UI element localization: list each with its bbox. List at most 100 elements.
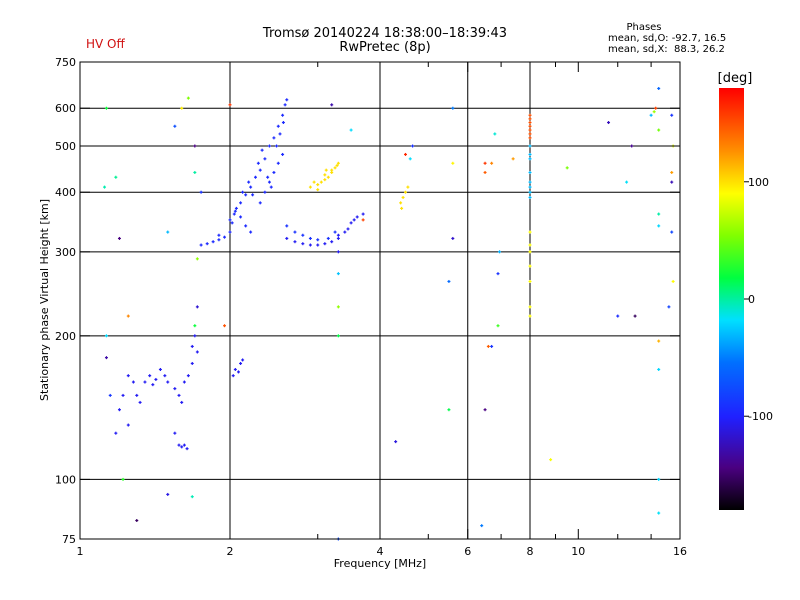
data-point — [272, 136, 276, 140]
data-point — [260, 148, 264, 152]
data-point — [180, 445, 184, 449]
data-point — [190, 344, 194, 348]
data-point — [180, 106, 184, 110]
data-point — [670, 230, 674, 234]
data-point — [670, 170, 674, 174]
data-point — [239, 201, 243, 205]
data-point — [400, 206, 404, 210]
data-point — [330, 240, 334, 244]
data-point — [323, 242, 327, 246]
y-tick-label: 500 — [55, 140, 76, 153]
data-point — [103, 185, 107, 189]
data-point — [281, 152, 285, 156]
data-point — [281, 113, 285, 117]
chart-title: Tromsø 20140224 18:38:00–18:39:43 — [262, 26, 508, 41]
y-tick-label: 300 — [55, 246, 76, 259]
data-point — [233, 209, 237, 213]
data-point — [336, 250, 340, 254]
colorbar-label: [deg] — [718, 71, 753, 86]
data-point — [333, 166, 337, 170]
data-point — [528, 305, 532, 309]
data-point — [241, 358, 245, 362]
data-point — [117, 236, 121, 240]
data-point — [511, 157, 515, 161]
data-point — [158, 367, 162, 371]
data-point — [308, 243, 312, 247]
data-point — [657, 511, 661, 515]
data-point — [451, 236, 455, 240]
data-point — [199, 190, 203, 194]
data-point — [223, 324, 227, 328]
data-point — [528, 117, 532, 121]
data-point — [138, 400, 142, 404]
data-point — [193, 170, 197, 174]
data-point — [326, 236, 330, 240]
chart-subtitle: RwPretec (8p) — [339, 40, 431, 55]
data-point — [528, 121, 532, 125]
data-point — [657, 367, 661, 371]
data-point — [258, 168, 262, 172]
data-point — [293, 240, 297, 244]
data-point — [528, 113, 532, 117]
data-point — [308, 185, 312, 189]
data-point — [649, 113, 653, 117]
data-point — [114, 175, 118, 179]
data-point — [528, 264, 532, 268]
data-point — [263, 190, 267, 194]
data-point — [173, 387, 177, 391]
data-point — [652, 110, 656, 114]
data-point — [528, 152, 532, 156]
data-point — [166, 230, 170, 234]
stats-heading: Phases — [626, 22, 662, 33]
data-point — [408, 157, 412, 161]
data-point — [228, 103, 232, 107]
data-point — [258, 201, 262, 205]
data-point — [104, 356, 108, 360]
data-point — [301, 233, 305, 237]
y-tick-label: 600 — [55, 102, 76, 115]
data-point — [355, 215, 359, 219]
data-point — [336, 272, 340, 276]
data-point — [195, 350, 199, 354]
data-point — [343, 230, 347, 234]
data-point — [185, 447, 189, 451]
stats-o-mode: mean, sd,O: -92.7, 16.5 — [608, 33, 727, 44]
data-point — [483, 170, 487, 174]
data-point — [143, 380, 147, 384]
data-point — [266, 175, 270, 179]
y-axis-label: Stationary phase Virtual Height [km] — [38, 199, 51, 401]
data-point — [244, 193, 248, 197]
data-point — [186, 374, 190, 378]
x-axis-label: Frequency [MHz] — [334, 557, 426, 570]
data-point — [483, 161, 487, 165]
data-point — [231, 374, 235, 378]
data-point — [180, 400, 184, 404]
data-point — [251, 193, 255, 197]
data-point — [403, 190, 407, 194]
data-point — [117, 408, 121, 412]
data-point — [528, 230, 532, 234]
x-tick-label: 10 — [571, 545, 585, 558]
data-point — [281, 121, 285, 125]
data-point — [657, 128, 661, 132]
grid-lines — [80, 62, 681, 539]
data-point — [182, 380, 186, 384]
data-point — [670, 113, 674, 117]
data-point — [528, 314, 532, 318]
data-point — [267, 144, 271, 148]
data-point — [190, 361, 194, 365]
data-point — [135, 393, 139, 397]
x-tick-label: 8 — [527, 545, 534, 558]
data-point — [269, 185, 273, 189]
data-point — [336, 305, 340, 309]
data-point — [323, 178, 327, 182]
data-point — [308, 236, 312, 240]
data-point — [654, 106, 658, 110]
y-tick-label: 200 — [55, 330, 76, 343]
data-point — [228, 218, 232, 222]
data-point — [177, 443, 181, 447]
data-point — [186, 96, 190, 100]
data-point — [671, 279, 675, 283]
data-point — [126, 314, 130, 318]
data-point — [528, 180, 532, 184]
